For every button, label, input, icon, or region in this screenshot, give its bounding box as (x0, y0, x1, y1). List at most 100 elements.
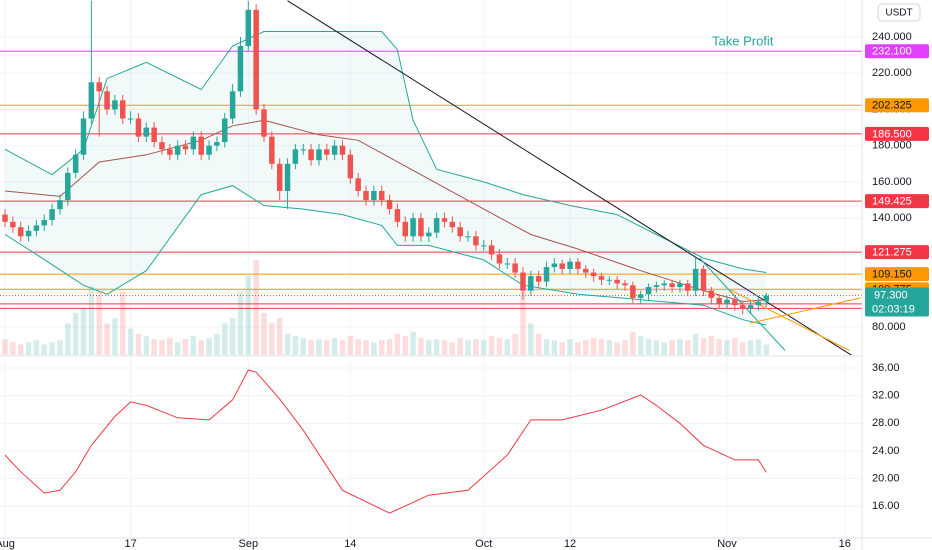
volume-bar (355, 339, 361, 355)
volume-bar (590, 338, 597, 355)
candle-body (339, 145, 346, 155)
last-price-label: 97.300 (874, 289, 908, 301)
level-label: 202.325 (872, 100, 912, 112)
y-tick-label: 160.000 (872, 176, 912, 188)
candle-body (653, 285, 660, 288)
candle-body (614, 279, 620, 284)
candle-body (159, 142, 165, 150)
level-label-box (865, 126, 929, 141)
last-price-box (865, 287, 929, 317)
candle-body (174, 145, 181, 155)
volume-bar (763, 344, 770, 355)
candle-body (488, 245, 495, 255)
overlay-line (729, 289, 850, 351)
candle-body (543, 267, 550, 282)
volume-bar (331, 338, 338, 355)
volume-bar (65, 323, 71, 355)
currency-button[interactable] (877, 3, 921, 22)
volume-bar (339, 340, 346, 355)
volume-bar (371, 342, 377, 355)
volume-bar (433, 339, 440, 355)
volume-bar (49, 342, 55, 355)
volume-bar (363, 340, 369, 355)
candle-body (363, 191, 369, 201)
grid (0, 0, 862, 538)
candle-body (119, 100, 126, 119)
x-tick-label: 14 (344, 538, 356, 550)
candle-body (418, 218, 424, 237)
volume-bar (645, 339, 652, 355)
x-tick-label: 17 (124, 538, 136, 550)
volume-bar (637, 336, 644, 355)
candle-body (394, 209, 401, 222)
candle-body (677, 283, 683, 288)
x-tick-label: Nov (717, 538, 737, 550)
candle-body (214, 142, 220, 146)
volume-bar (457, 338, 463, 355)
volume-bar (2, 339, 8, 355)
candle-body (88, 82, 95, 119)
candle-body (504, 263, 511, 265)
candle-body (622, 283, 628, 286)
y-tick-label: 220.000 (872, 67, 912, 79)
candle-body (80, 118, 87, 155)
candle-body (606, 279, 613, 281)
volume-bar (190, 336, 197, 355)
volume-bar (739, 342, 746, 355)
candle-body (449, 221, 456, 228)
candle-body (276, 163, 283, 192)
level-annotation: Take Profit (712, 34, 774, 49)
candle-body (308, 149, 314, 161)
volume-bar (253, 260, 259, 355)
candle-body (182, 145, 189, 150)
y2-tick-label: 24.00 (872, 445, 900, 457)
level-label: 186.500 (872, 128, 912, 140)
volume-bar (606, 340, 613, 355)
volume-bar (622, 340, 628, 355)
x-tick-label: Aug (0, 538, 15, 550)
volume-bar (480, 340, 487, 355)
y-tick-label: 80.000 (872, 321, 906, 333)
volume-bar (669, 340, 675, 355)
candle-body (65, 172, 71, 201)
candle-body (151, 127, 157, 143)
candle-body (316, 149, 322, 161)
axes: Aug17Sep14Oct12Nov1680.000100.000120.000… (0, 31, 929, 550)
volume-bar (284, 333, 291, 355)
candle-body (355, 178, 361, 192)
candle-body (512, 263, 518, 273)
volume-bar (88, 286, 95, 355)
y-tick-label: 180.000 (872, 140, 912, 152)
overlay-line (749, 297, 861, 324)
candle-body (535, 276, 542, 282)
candle-body (33, 225, 40, 231)
candle-body (567, 261, 573, 269)
volume-bar (119, 291, 126, 355)
volume-bar (465, 340, 471, 355)
volume-bar (426, 340, 432, 355)
candle-body (763, 295, 770, 302)
volume-bar (716, 339, 722, 355)
candle-body (441, 218, 448, 222)
volume-bar (316, 339, 322, 355)
volume-bar (17, 344, 24, 355)
currency-label: USDT (885, 8, 912, 19)
candle-body (284, 163, 291, 192)
volume-bar (661, 342, 667, 355)
candle-body (2, 214, 8, 222)
overlay-line (4, 119, 767, 303)
volume-bar (402, 336, 409, 355)
candle-body (324, 149, 330, 155)
volume-bar (520, 291, 526, 355)
volume-bar (543, 339, 550, 355)
candle-body (386, 200, 393, 210)
candle-body (410, 218, 416, 237)
candle-body (590, 272, 597, 277)
volume-bar (583, 340, 589, 355)
volume-bar (685, 340, 691, 355)
candle-body (206, 145, 212, 155)
y2-tick-label: 20.00 (872, 472, 900, 484)
volume-bar (700, 338, 707, 355)
